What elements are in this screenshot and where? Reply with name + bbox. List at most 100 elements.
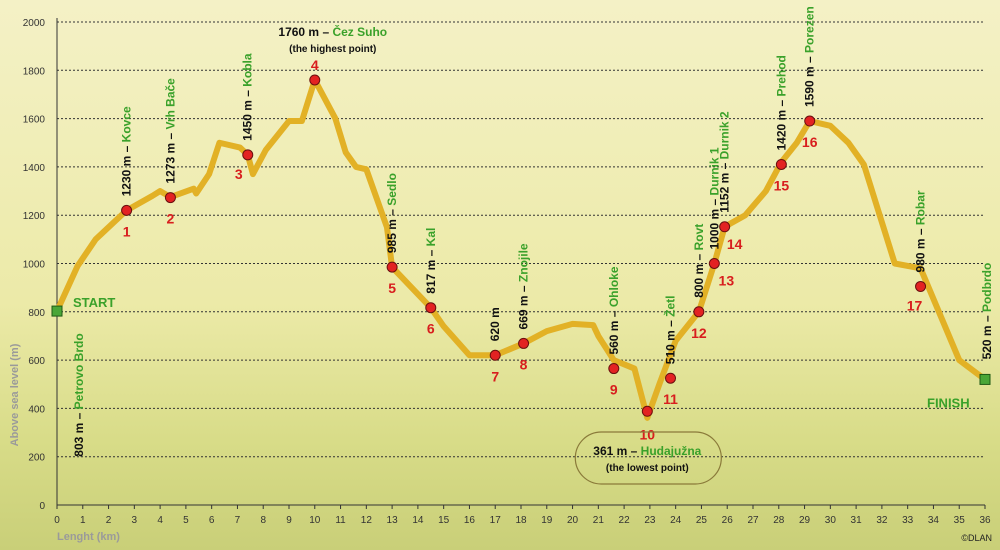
checkpoint-number: 11 <box>663 391 678 407</box>
x-tick-label: 15 <box>438 515 450 526</box>
checkpoint-marker <box>775 158 787 170</box>
x-axis-title: Lenght (km) <box>57 531 120 543</box>
altitude-label: 1590 m – <box>803 53 817 107</box>
x-tick-label: 3 <box>132 515 138 526</box>
checkpoint-label: 560 m – Ohloke <box>607 266 621 354</box>
x-tick-label: 24 <box>670 515 682 526</box>
x-tick-label: 23 <box>644 515 656 526</box>
y-tick-label: 1000 <box>23 260 46 271</box>
endpoint-marker-finish <box>979 373 991 385</box>
checkpoint-label: 817 m – Kal <box>424 228 438 294</box>
highest-point-note: (the highest point) <box>289 44 376 55</box>
x-tick-label: 7 <box>235 515 241 526</box>
altitude-label: 669 m – <box>517 282 531 329</box>
checkpoint-marker <box>518 337 530 349</box>
altitude-label: 817 m – <box>424 246 438 293</box>
endpoint-label: START <box>73 295 115 310</box>
x-tick-label: 35 <box>954 515 966 526</box>
x-tick-label: 16 <box>464 515 476 526</box>
altitude-label: 800 m – <box>692 250 706 297</box>
x-tick-label: 34 <box>928 515 940 526</box>
y-tick-label: 600 <box>28 356 45 367</box>
checkpoint-label: 620 m <box>488 307 502 341</box>
y-tick-label: 800 <box>28 308 45 319</box>
checkpoint-label: 1000 m – Durnik 1 <box>707 147 721 249</box>
highest-point-annotation: 1760 m – Čez Suho <box>278 24 387 39</box>
checkpoint-number: 15 <box>774 177 790 193</box>
altitude-label: 1273 m – <box>163 130 177 184</box>
checkpoint-label: 1152 m – Durnik 2 <box>718 111 732 213</box>
checkpoint-label: 520 m – Podbrdo <box>980 263 994 360</box>
place-name-label: Porezen <box>803 6 817 53</box>
altitude-label: 1230 m – <box>120 142 134 196</box>
place-name-label: Kal <box>424 228 438 247</box>
place-name-label: Žetl <box>663 295 678 316</box>
x-tick-label: 33 <box>902 515 914 526</box>
checkpoint-number: 3 <box>235 166 243 182</box>
checkpoint-label: 1273 m – Vrh Bače <box>163 78 177 184</box>
place-name-label: Kobla <box>241 53 255 87</box>
checkpoint-number: 16 <box>802 134 818 150</box>
endpoint-label: FINISH <box>927 395 970 410</box>
x-tick-label: 14 <box>412 515 424 526</box>
x-tick-label: 32 <box>876 515 888 526</box>
lowest-point-annotation: 361 m – Hudajužna <box>593 444 701 458</box>
y-axis-title: Above sea level (m) <box>9 343 21 446</box>
checkpoint-number: 13 <box>719 273 735 289</box>
place-name-label: Podbrdo <box>980 263 994 312</box>
x-tick-label: 17 <box>490 515 502 526</box>
altitude-label: 1760 m – <box>278 25 332 39</box>
checkpoint-number: 1 <box>123 223 131 239</box>
checkpoint-label: 1450 m – Kobla <box>241 53 255 141</box>
checkpoint-label: 985 m – Sedlo <box>385 173 399 253</box>
place-name-label: Kovce <box>120 106 134 142</box>
altitude-label: 560 m – <box>607 307 621 354</box>
place-name-label: Rovt <box>692 224 706 251</box>
altitude-label: 361 m – <box>593 444 640 458</box>
x-tick-label: 4 <box>157 515 163 526</box>
checkpoint-label: 1420 m – Prehod <box>774 55 788 150</box>
checkpoint-number: 8 <box>520 356 528 372</box>
x-tick-label: 13 <box>387 515 399 526</box>
checkpoint-label: 803 m – Petrovo Brdo <box>72 333 86 456</box>
checkpoint-number: 10 <box>640 426 656 442</box>
checkpoint-number: 5 <box>388 280 396 296</box>
altitude-label: 620 m <box>488 307 502 341</box>
checkpoint-number: 2 <box>167 211 175 227</box>
checkpoint-label: 800 m – Rovt <box>692 224 706 298</box>
altitude-label: 1420 m – <box>774 96 788 150</box>
x-tick-label: 30 <box>825 515 837 526</box>
x-tick-label: 9 <box>286 515 292 526</box>
checkpoint-label: 510 m – Žetl <box>663 295 678 364</box>
x-tick-label: 18 <box>515 515 527 526</box>
altitude-label: 803 m – <box>72 409 86 456</box>
checkpoint-marker <box>489 349 501 361</box>
x-tick-label: 1 <box>80 515 86 526</box>
checkpoint-label: 1230 m – Kovce <box>120 106 134 196</box>
x-tick-label: 2 <box>106 515 112 526</box>
altitude-label: 510 m – <box>664 317 678 364</box>
y-tick-label: 200 <box>28 453 45 464</box>
checkpoint-marker <box>164 192 176 204</box>
altitude-label: 520 m – <box>980 312 994 359</box>
x-tick-label: 21 <box>593 515 605 526</box>
place-name-label: Hudajužna <box>641 444 702 458</box>
elevation-line <box>54 76 988 421</box>
place-name-label: Sedlo <box>385 173 399 206</box>
place-name-label: Čez Suho <box>332 24 387 39</box>
place-name-label: Durnik 2 <box>718 111 732 159</box>
altitude-label: 980 m – <box>914 225 928 272</box>
y-tick-label: 0 <box>39 501 45 512</box>
x-tick-label: 10 <box>309 515 321 526</box>
x-tick-label: 20 <box>567 515 579 526</box>
place-name-label: Durnik 1 <box>707 147 721 195</box>
x-tick-label: 26 <box>722 515 734 526</box>
place-name-label: Znojile <box>517 243 531 282</box>
checkpoint-marker <box>719 221 731 233</box>
x-tick-label: 5 <box>183 515 189 526</box>
place-name-label: Ohloke <box>607 266 621 307</box>
checkpoint-number: 4 <box>311 57 319 73</box>
checkpoint-number: 12 <box>691 325 707 341</box>
